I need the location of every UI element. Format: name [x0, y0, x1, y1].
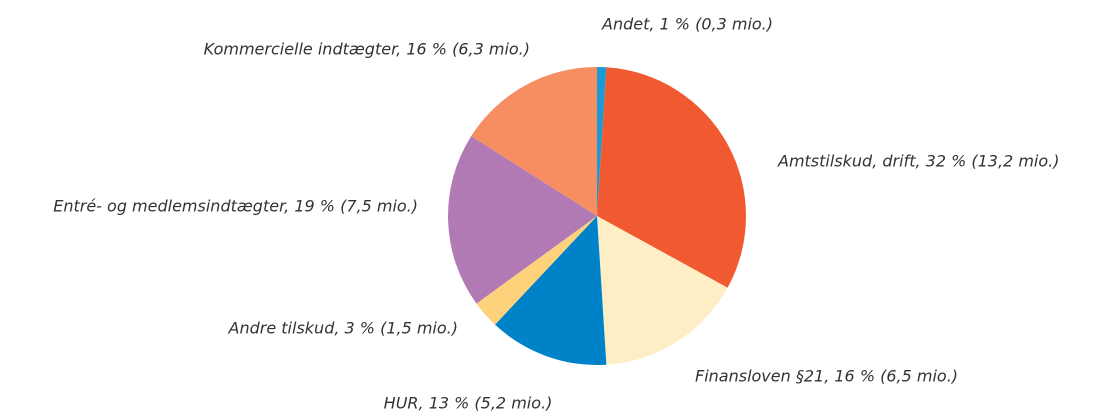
- pie-slice: [495, 216, 607, 365]
- slice-label: Andre tilskud, 3 % (1,5 mio.): [228, 319, 458, 338]
- pie-slice: [471, 67, 597, 216]
- slice-label: Andet, 1 % (0,3 mio.): [601, 15, 773, 34]
- slice-label: Amtstilskud, drift, 32 % (13,2 mio.): [777, 152, 1059, 171]
- pie-slice: [597, 67, 607, 216]
- slice-label: HUR, 13 % (5,2 mio.): [384, 394, 553, 413]
- slice-label: Entré- og medlemsindtægter, 19 % (7,5 mi…: [53, 197, 418, 216]
- pie-slice: [476, 216, 597, 325]
- pie-slice: [597, 67, 747, 288]
- pie-slice: [597, 216, 728, 365]
- pie-slice: [448, 136, 597, 304]
- slice-label: Finansloven §21, 16 % (6,5 mio.): [695, 367, 958, 386]
- slice-label: Kommercielle indtægter, 16 % (6,3 mio.): [204, 40, 530, 59]
